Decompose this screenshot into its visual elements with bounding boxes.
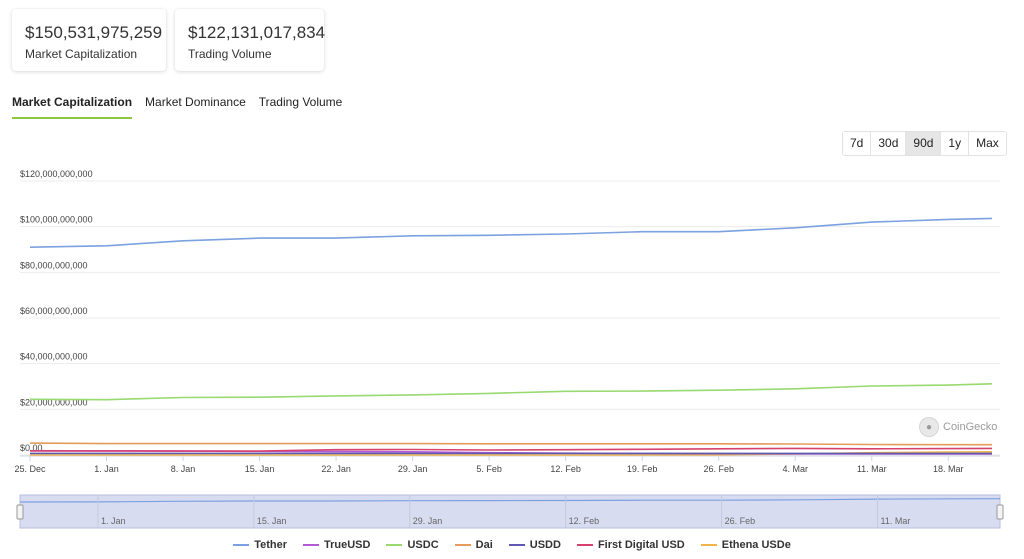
legend-swatch	[303, 544, 319, 546]
x-tick-label: 8. Jan	[171, 464, 196, 474]
tab-trading-volume[interactable]: Trading Volume	[258, 95, 343, 109]
trading-volume-label: Trading Volume	[188, 47, 272, 61]
range-30d-button[interactable]: 30d	[871, 132, 907, 155]
legend-swatch	[508, 544, 525, 546]
y-tick-label: $100,000,000,000	[20, 215, 93, 225]
x-tick-label: 11. Mar	[857, 464, 887, 474]
x-tick-label: 26. Feb	[703, 464, 734, 474]
coingecko-watermark: ● CoinGecko	[919, 417, 997, 437]
legend-item-ethena-usde[interactable]: Ethena USDe	[700, 539, 791, 551]
navigator-tick-label: 15. Jan	[257, 516, 287, 526]
y-tick-label: $40,000,000,000	[20, 352, 88, 362]
navigator-series-line	[19, 498, 1001, 503]
watermark-text: CoinGecko	[943, 421, 998, 433]
navigator-tick-label: 11. Mar	[881, 516, 911, 526]
legend-item-dai[interactable]: Dai	[454, 539, 493, 551]
legend-item-trueusd[interactable]: TrueUSD	[303, 539, 370, 551]
series-line-dai	[29, 442, 992, 446]
legend-item-usdc[interactable]: USDC	[386, 539, 439, 551]
market-cap-card: $150,531,975,259 Market Capitalization	[12, 9, 166, 71]
legend-swatch	[233, 544, 250, 546]
x-tick-label: 29. Jan	[398, 464, 428, 474]
range-90d-button[interactable]: 90d	[906, 132, 942, 155]
time-range-selector: 7d 30d 90d 1y Max	[842, 131, 1007, 156]
chart-tabs: Market Capitalization Market Dominance T…	[12, 95, 355, 119]
legend-label: Ethena USDe	[721, 539, 791, 551]
navigator-right-handle[interactable]	[996, 504, 1004, 520]
y-tick-label: $20,000,000,000	[20, 397, 88, 407]
legend-swatch	[386, 544, 403, 546]
series-line-first-digital-usd	[30, 447, 993, 452]
range-max-button[interactable]: Max	[969, 132, 1006, 155]
legend-label: First Digital USD	[597, 539, 685, 551]
legend-label: TrueUSD	[324, 539, 371, 551]
range-1y-button[interactable]: 1y	[941, 132, 970, 155]
market-cap-chart: $0.00 $20,000,000,000 $40,000,000,000 $60,0…	[14, 169, 1004, 529]
legend-item-tether[interactable]: Tether	[233, 539, 287, 551]
range-navigator	[19, 494, 1001, 529]
navigator-tick-label: 12. Feb	[569, 516, 600, 526]
y-tick-label: $0.00	[20, 443, 43, 453]
y-tick-label: $60,000,000,000	[20, 306, 88, 316]
range-7d-button[interactable]: 7d	[843, 132, 872, 155]
x-tick-label: 15. Jan	[245, 464, 275, 474]
legend-label: USDD	[529, 539, 561, 551]
legend-swatch	[700, 544, 717, 546]
navigator-tick-label: 26. Feb	[725, 516, 756, 526]
trading-volume-card: $122,131,017,834 Trading Volume	[175, 9, 326, 71]
market-cap-label: Market Capitalization	[25, 47, 138, 61]
x-tick-label: 4. Mar	[782, 464, 808, 474]
navigator-left-handle[interactable]	[16, 504, 24, 520]
chart-legend: Tether TrueUSD USDC Dai USDD First Digital US…	[0, 539, 1024, 551]
y-tick-label: $80,000,000,000	[20, 260, 88, 270]
x-tick-label: 1. Jan	[94, 464, 119, 474]
trading-volume-value: $122,131,017,834	[188, 23, 326, 42]
legend-label: Dai	[475, 539, 493, 551]
navigator-tick-label: 1. Jan	[101, 516, 126, 526]
legend-swatch	[454, 544, 471, 546]
legend-label: Tether	[254, 539, 287, 551]
market-cap-value: $150,531,975,259	[25, 23, 163, 42]
legend-swatch	[576, 544, 593, 546]
series-line-tether	[29, 217, 993, 248]
legend-item-first-digital-usd[interactable]: First Digital USD	[576, 539, 685, 551]
x-tick-label: 25. Dec	[14, 464, 46, 474]
series-line-usdc	[29, 383, 993, 401]
navigator-tick-label: 29. Jan	[413, 516, 443, 526]
tab-market-dominance[interactable]: Market Dominance	[145, 95, 246, 109]
legend-label: USDC	[407, 539, 439, 551]
tab-market-capitalization[interactable]: Market Capitalization	[12, 95, 133, 119]
x-tick-label: 19. Feb	[627, 464, 658, 474]
legend-item-usdd[interactable]: USDD	[508, 539, 561, 551]
coingecko-logo-icon: ●	[919, 417, 939, 437]
x-tick-label: 12. Feb	[550, 464, 581, 474]
x-tick-label: 5. Feb	[476, 464, 502, 474]
x-tick-label: 22. Jan	[321, 464, 351, 474]
x-tick-label: 18. Mar	[933, 464, 964, 474]
y-tick-label: $120,000,000,000	[20, 169, 93, 179]
